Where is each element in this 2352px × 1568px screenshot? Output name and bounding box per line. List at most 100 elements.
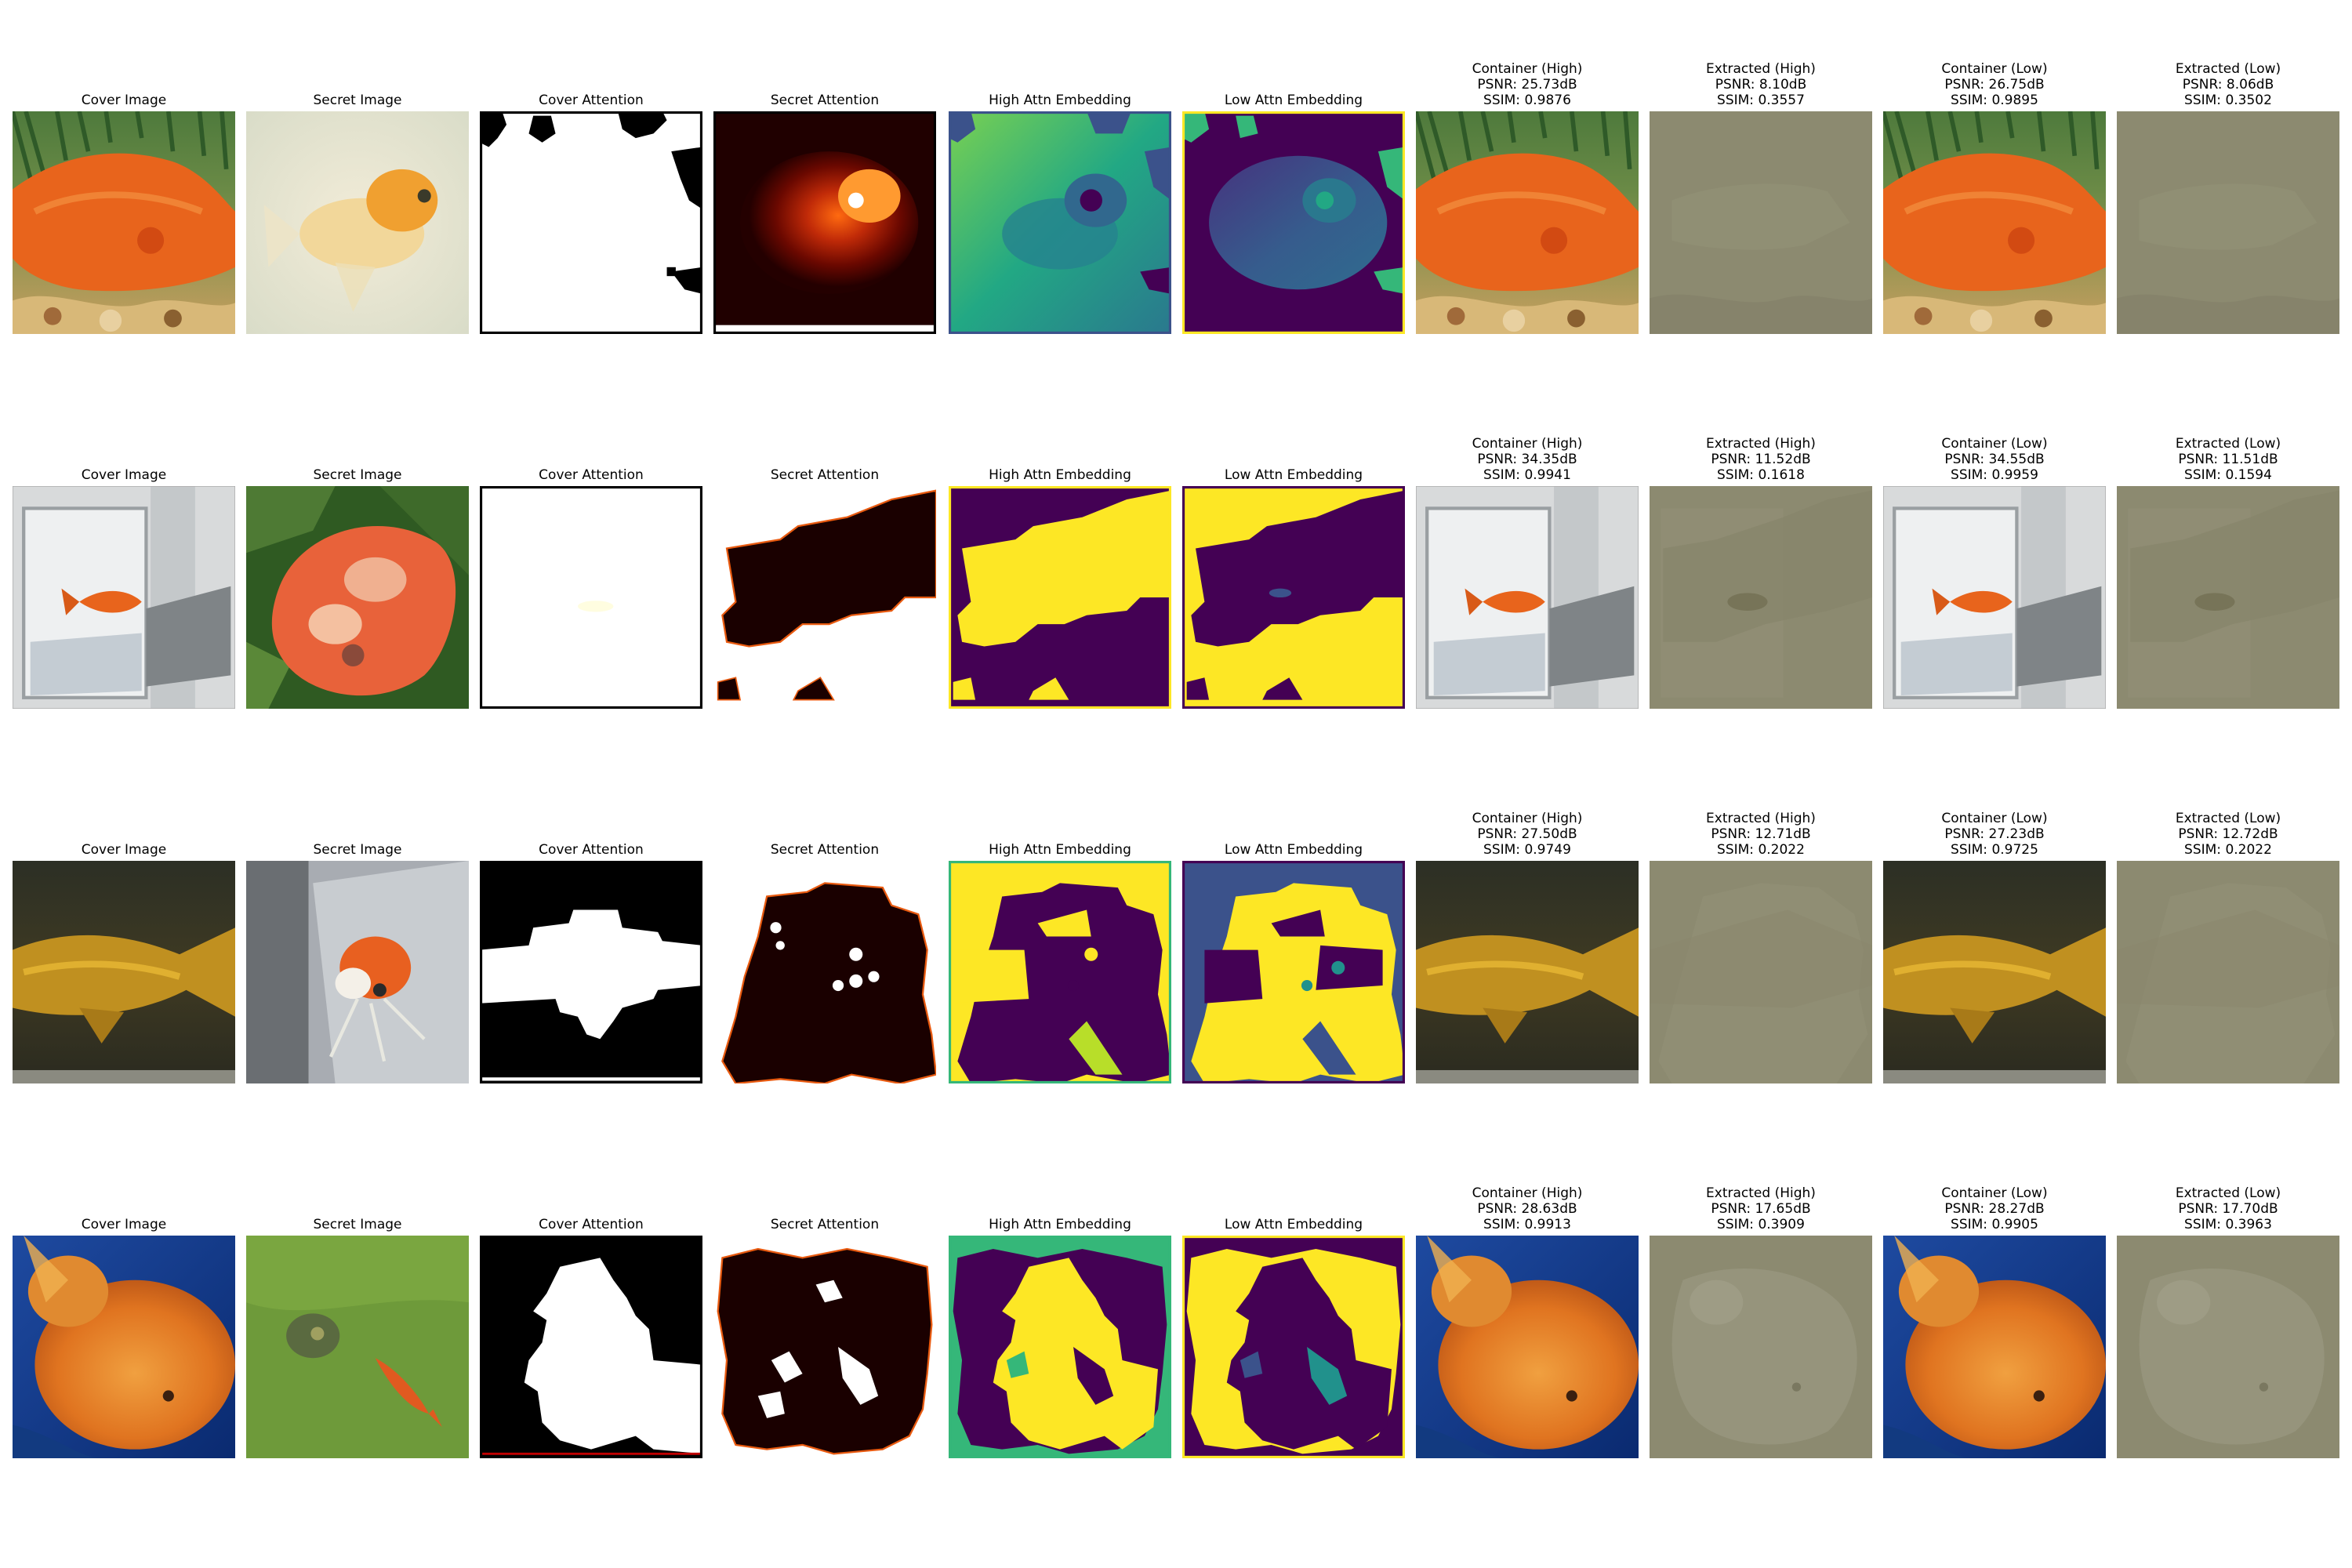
panel-title: Low Attn Embedding xyxy=(1160,467,1427,483)
secret-attention-panel xyxy=(713,486,936,709)
panel-title-label: High Attn Embedding xyxy=(989,1217,1131,1232)
low-attn-embedding-panel xyxy=(1182,486,1405,709)
psnr-metric: PSNR: 27.50dB xyxy=(1477,826,1577,842)
panel-title-label: Cover Attention xyxy=(539,1217,644,1232)
cover-attention-panel xyxy=(480,861,702,1083)
panel-title-label: Extracted (Low) xyxy=(2175,61,2281,77)
panel-title-label: Low Attn Embedding xyxy=(1224,93,1363,108)
panel-title-label: Container (Low) xyxy=(1941,61,2048,77)
cover-image-panel xyxy=(13,861,235,1083)
psnr-metric: PSNR: 17.65dB xyxy=(1711,1201,1811,1217)
panel-title: Extracted (Low) PSNR: 12.72dB SSIM: 0.2022 xyxy=(2095,811,2352,858)
panel-title: Extracted (Low) PSNR: 11.51dB SSIM: 0.1594 xyxy=(2095,436,2352,483)
extracted-high-panel xyxy=(1650,861,1872,1083)
panel-title: Cover Attention xyxy=(458,93,724,108)
panel-title: Secret Attention xyxy=(691,842,958,858)
panel-title: Secret Attention xyxy=(691,93,958,108)
panel-title: Cover Attention xyxy=(458,1217,724,1232)
extracted-low-panel xyxy=(2117,861,2339,1083)
secret-image-panel xyxy=(246,486,469,709)
container-low-panel xyxy=(1883,111,2106,334)
panel-title: Extracted (Low) PSNR: 8.06dB SSIM: 0.3502 xyxy=(2095,61,2352,108)
psnr-metric: PSNR: 12.71dB xyxy=(1711,826,1811,842)
secret-image-panel xyxy=(246,1236,469,1458)
panel-title-label: Extracted (High) xyxy=(1706,811,1816,826)
container-high-panel xyxy=(1416,1236,1639,1458)
panel-title: Extracted (High) PSNR: 17.65dB SSIM: 0.390… xyxy=(1628,1185,1894,1232)
ssim-metric: SSIM: 0.9725 xyxy=(1951,842,2038,858)
container-low-panel xyxy=(1883,1236,2106,1458)
cover-attention-panel xyxy=(480,1236,702,1458)
ssim-metric: SSIM: 0.9959 xyxy=(1951,467,2038,483)
panel-title: Cover Attention xyxy=(458,842,724,858)
panel-title-label: Secret Image xyxy=(313,842,402,858)
ssim-metric: SSIM: 0.9895 xyxy=(1951,93,2038,108)
panel-title-label: Container (Low) xyxy=(1941,811,2048,826)
psnr-metric: PSNR: 8.10dB xyxy=(1715,77,1807,93)
ssim-metric: SSIM: 0.1594 xyxy=(2184,467,2272,483)
panel-title: Container (Low) PSNR: 26.75dB SSIM: 0.9895 xyxy=(1861,61,2128,108)
panel-title: Cover Attention xyxy=(458,467,724,483)
panel-title: Extracted (High) PSNR: 11.52dB SSIM: 0.161… xyxy=(1628,436,1894,483)
ssim-metric: SSIM: 0.3963 xyxy=(2184,1217,2272,1232)
panel-title: Extracted (High) PSNR: 8.10dB SSIM: 0.3557 xyxy=(1628,61,1894,108)
secret-image-panel xyxy=(246,861,469,1083)
psnr-metric: PSNR: 11.51dB xyxy=(2178,452,2278,467)
psnr-metric: PSNR: 8.06dB xyxy=(2182,77,2274,93)
cover-image-panel xyxy=(13,486,235,709)
panel-title: High Attn Embedding xyxy=(927,467,1193,483)
psnr-metric: PSNR: 11.52dB xyxy=(1711,452,1811,467)
panel-title-label: High Attn Embedding xyxy=(989,93,1131,108)
panel-title-label: Cover Image xyxy=(81,467,167,483)
panel-title: Secret Image xyxy=(224,93,491,108)
psnr-metric: PSNR: 28.63dB xyxy=(1477,1201,1577,1217)
ssim-metric: SSIM: 0.9941 xyxy=(1483,467,1571,483)
ssim-metric: SSIM: 0.3557 xyxy=(1717,93,1805,108)
panel-title-label: Secret Attention xyxy=(770,467,880,483)
extracted-high-panel xyxy=(1650,111,1872,334)
panel-title-label: Cover Image xyxy=(81,1217,167,1232)
psnr-metric: PSNR: 12.72dB xyxy=(2178,826,2278,842)
ssim-metric: SSIM: 0.9749 xyxy=(1483,842,1571,858)
panel-title-label: Container (High) xyxy=(1472,436,1583,452)
panel-title-label: Cover Image xyxy=(81,93,167,108)
panel-title: Container (High) PSNR: 28.63dB SSIM: 0.991… xyxy=(1394,1185,1661,1232)
panel-title-label: Container (High) xyxy=(1472,1185,1583,1201)
extracted-low-panel xyxy=(2117,486,2339,709)
extracted-high-panel xyxy=(1650,1236,1872,1458)
panel-title: Cover Image xyxy=(0,467,257,483)
psnr-metric: PSNR: 34.55dB xyxy=(1944,452,2045,467)
panel-title: Low Attn Embedding xyxy=(1160,1217,1427,1232)
high-attn-embedding-panel xyxy=(949,111,1171,334)
ssim-metric: SSIM: 0.3502 xyxy=(2184,93,2272,108)
panel-title-label: Extracted (Low) xyxy=(2175,436,2281,452)
panel-title: Secret Image xyxy=(224,842,491,858)
panel-title-label: Extracted (Low) xyxy=(2175,811,2281,826)
secret-attention-panel xyxy=(713,861,936,1083)
panel-title-label: Low Attn Embedding xyxy=(1224,1217,1363,1232)
panel-title-label: Secret Image xyxy=(313,1217,402,1232)
panel-title: High Attn Embedding xyxy=(927,1217,1193,1232)
panel-title-label: Extracted (High) xyxy=(1706,61,1816,77)
ssim-metric: SSIM: 0.2022 xyxy=(2184,842,2272,858)
panel-title-label: Secret Image xyxy=(313,467,402,483)
low-attn-embedding-panel xyxy=(1182,861,1405,1083)
panel-title: Secret Image xyxy=(224,467,491,483)
psnr-metric: PSNR: 27.23dB xyxy=(1944,826,2045,842)
panel-title: Container (Low) PSNR: 27.23dB SSIM: 0.9725 xyxy=(1861,811,2128,858)
ssim-metric: SSIM: 0.2022 xyxy=(1717,842,1805,858)
ssim-metric: SSIM: 0.9905 xyxy=(1951,1217,2038,1232)
psnr-metric: PSNR: 26.75dB xyxy=(1944,77,2045,93)
panel-title: Secret Attention xyxy=(691,467,958,483)
panel-title-label: Secret Attention xyxy=(770,842,880,858)
ssim-metric: SSIM: 0.9913 xyxy=(1483,1217,1571,1232)
low-attn-embedding-panel xyxy=(1182,111,1405,334)
panel-title-label: Secret Image xyxy=(313,93,402,108)
ssim-metric: SSIM: 0.3909 xyxy=(1717,1217,1805,1232)
panel-title-label: Container (High) xyxy=(1472,61,1583,77)
panel-title: Container (High) PSNR: 25.73dB SSIM: 0.987… xyxy=(1394,61,1661,108)
panel-title-label: Secret Attention xyxy=(770,1217,880,1232)
panel-title: Low Attn Embedding xyxy=(1160,842,1427,858)
panel-title-label: Extracted (High) xyxy=(1706,1185,1816,1201)
